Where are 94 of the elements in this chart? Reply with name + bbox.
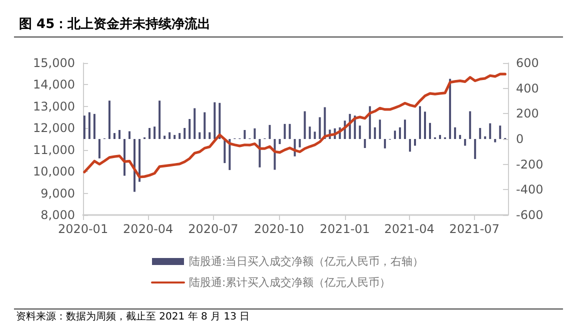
bar: [93, 114, 96, 139]
bar: [378, 120, 381, 139]
x-tick-label: 2021-07: [449, 222, 500, 236]
bar: [278, 139, 281, 144]
bar: [83, 116, 86, 139]
bar: [398, 127, 401, 139]
y2-tick-label: -400: [516, 182, 544, 197]
bar: [304, 111, 306, 139]
bar: [288, 124, 291, 139]
bar: [469, 111, 472, 139]
y2-tick-label: 400: [516, 81, 539, 96]
y-tick-label: 14,000: [33, 78, 75, 92]
bar: [254, 128, 256, 139]
bar: [499, 126, 502, 139]
bar: [414, 139, 416, 146]
bar: [474, 139, 476, 160]
bar: [148, 128, 151, 139]
bar: [194, 108, 196, 139]
bar: [464, 139, 466, 146]
bar: [224, 139, 226, 164]
bar: [214, 102, 216, 139]
bar: [228, 139, 231, 170]
bar: [364, 139, 366, 148]
bar: [314, 132, 316, 139]
bar: [494, 139, 496, 142]
y2-tick-label: 200: [516, 106, 539, 121]
bar: [138, 139, 141, 182]
bar: [404, 120, 406, 139]
bar: [418, 106, 421, 139]
bar: [449, 78, 452, 139]
bar: [208, 132, 211, 139]
bar: [188, 118, 191, 139]
bar: [384, 139, 386, 148]
y-tick-label: 10,000: [33, 164, 75, 179]
bar: [124, 139, 126, 176]
bar: [308, 126, 311, 139]
bar: [484, 136, 486, 139]
bar: [134, 139, 136, 192]
x-tick-label: 2020-01: [58, 222, 108, 236]
text: 资料来源：数据为周频，截止至 2021 年 8 月 13 日: [16, 310, 250, 322]
bar: [168, 132, 171, 139]
bar: [489, 123, 492, 139]
y-tick-label: 9,000: [40, 186, 75, 200]
bar: [108, 100, 110, 139]
x-tick-label: 2021-01: [320, 222, 370, 236]
y2-tick-label: -600: [516, 208, 544, 222]
bar: [174, 134, 176, 139]
y-tick-label: 13,000: [33, 99, 75, 114]
y2-tick-label: -200: [516, 157, 544, 172]
bar: [88, 112, 90, 139]
x-tick-label: 2020-04: [123, 222, 174, 236]
bar: [244, 130, 246, 139]
y2-tick-label: 600: [516, 56, 539, 70]
y-tick-label: 12,000: [33, 121, 75, 136]
x-tick-label: 2020-10: [254, 222, 304, 236]
bar: [178, 133, 181, 139]
bar: [198, 132, 201, 139]
bar: [429, 122, 432, 139]
bar: [184, 128, 186, 139]
bar: [408, 139, 411, 152]
bar: [98, 139, 100, 158]
bar: [454, 127, 456, 139]
bar: [164, 136, 166, 139]
bar: [324, 107, 326, 139]
bar: [218, 102, 221, 139]
bar: [318, 117, 321, 139]
bar: [154, 126, 156, 139]
bar: [284, 124, 286, 139]
bar: [113, 133, 116, 139]
bar: [374, 127, 376, 139]
y2-tick-label: 0: [516, 132, 524, 146]
bar: [268, 124, 271, 139]
bar: [158, 100, 161, 139]
bar: [368, 106, 371, 139]
y-tick-label: 8,000: [40, 208, 75, 222]
line-series: [83, 72, 506, 178]
bar: [298, 139, 301, 148]
y-tick-label: 15,000: [33, 56, 75, 70]
x-tick-label: 2020-07: [188, 222, 238, 236]
bar: [424, 112, 426, 139]
y-tick-label: 11,000: [33, 142, 75, 157]
bar: [479, 128, 482, 139]
bar: [128, 131, 131, 139]
bar: [118, 130, 120, 139]
legend-label: 陆股通:当日买入成交净额（亿元人民币，右轴）: [189, 255, 424, 268]
bar: [459, 134, 462, 139]
bar: [358, 126, 361, 139]
chart-title: 图 45：北上资金并未持续净流出: [19, 16, 211, 32]
bar: [394, 130, 396, 139]
bar: [439, 134, 442, 139]
x-tick-label: 2021-04: [384, 222, 434, 236]
bar: [204, 112, 206, 139]
bar: [274, 139, 276, 170]
legend-label: 陆股通:累计买入成交净额（亿元人民币）: [189, 276, 391, 289]
